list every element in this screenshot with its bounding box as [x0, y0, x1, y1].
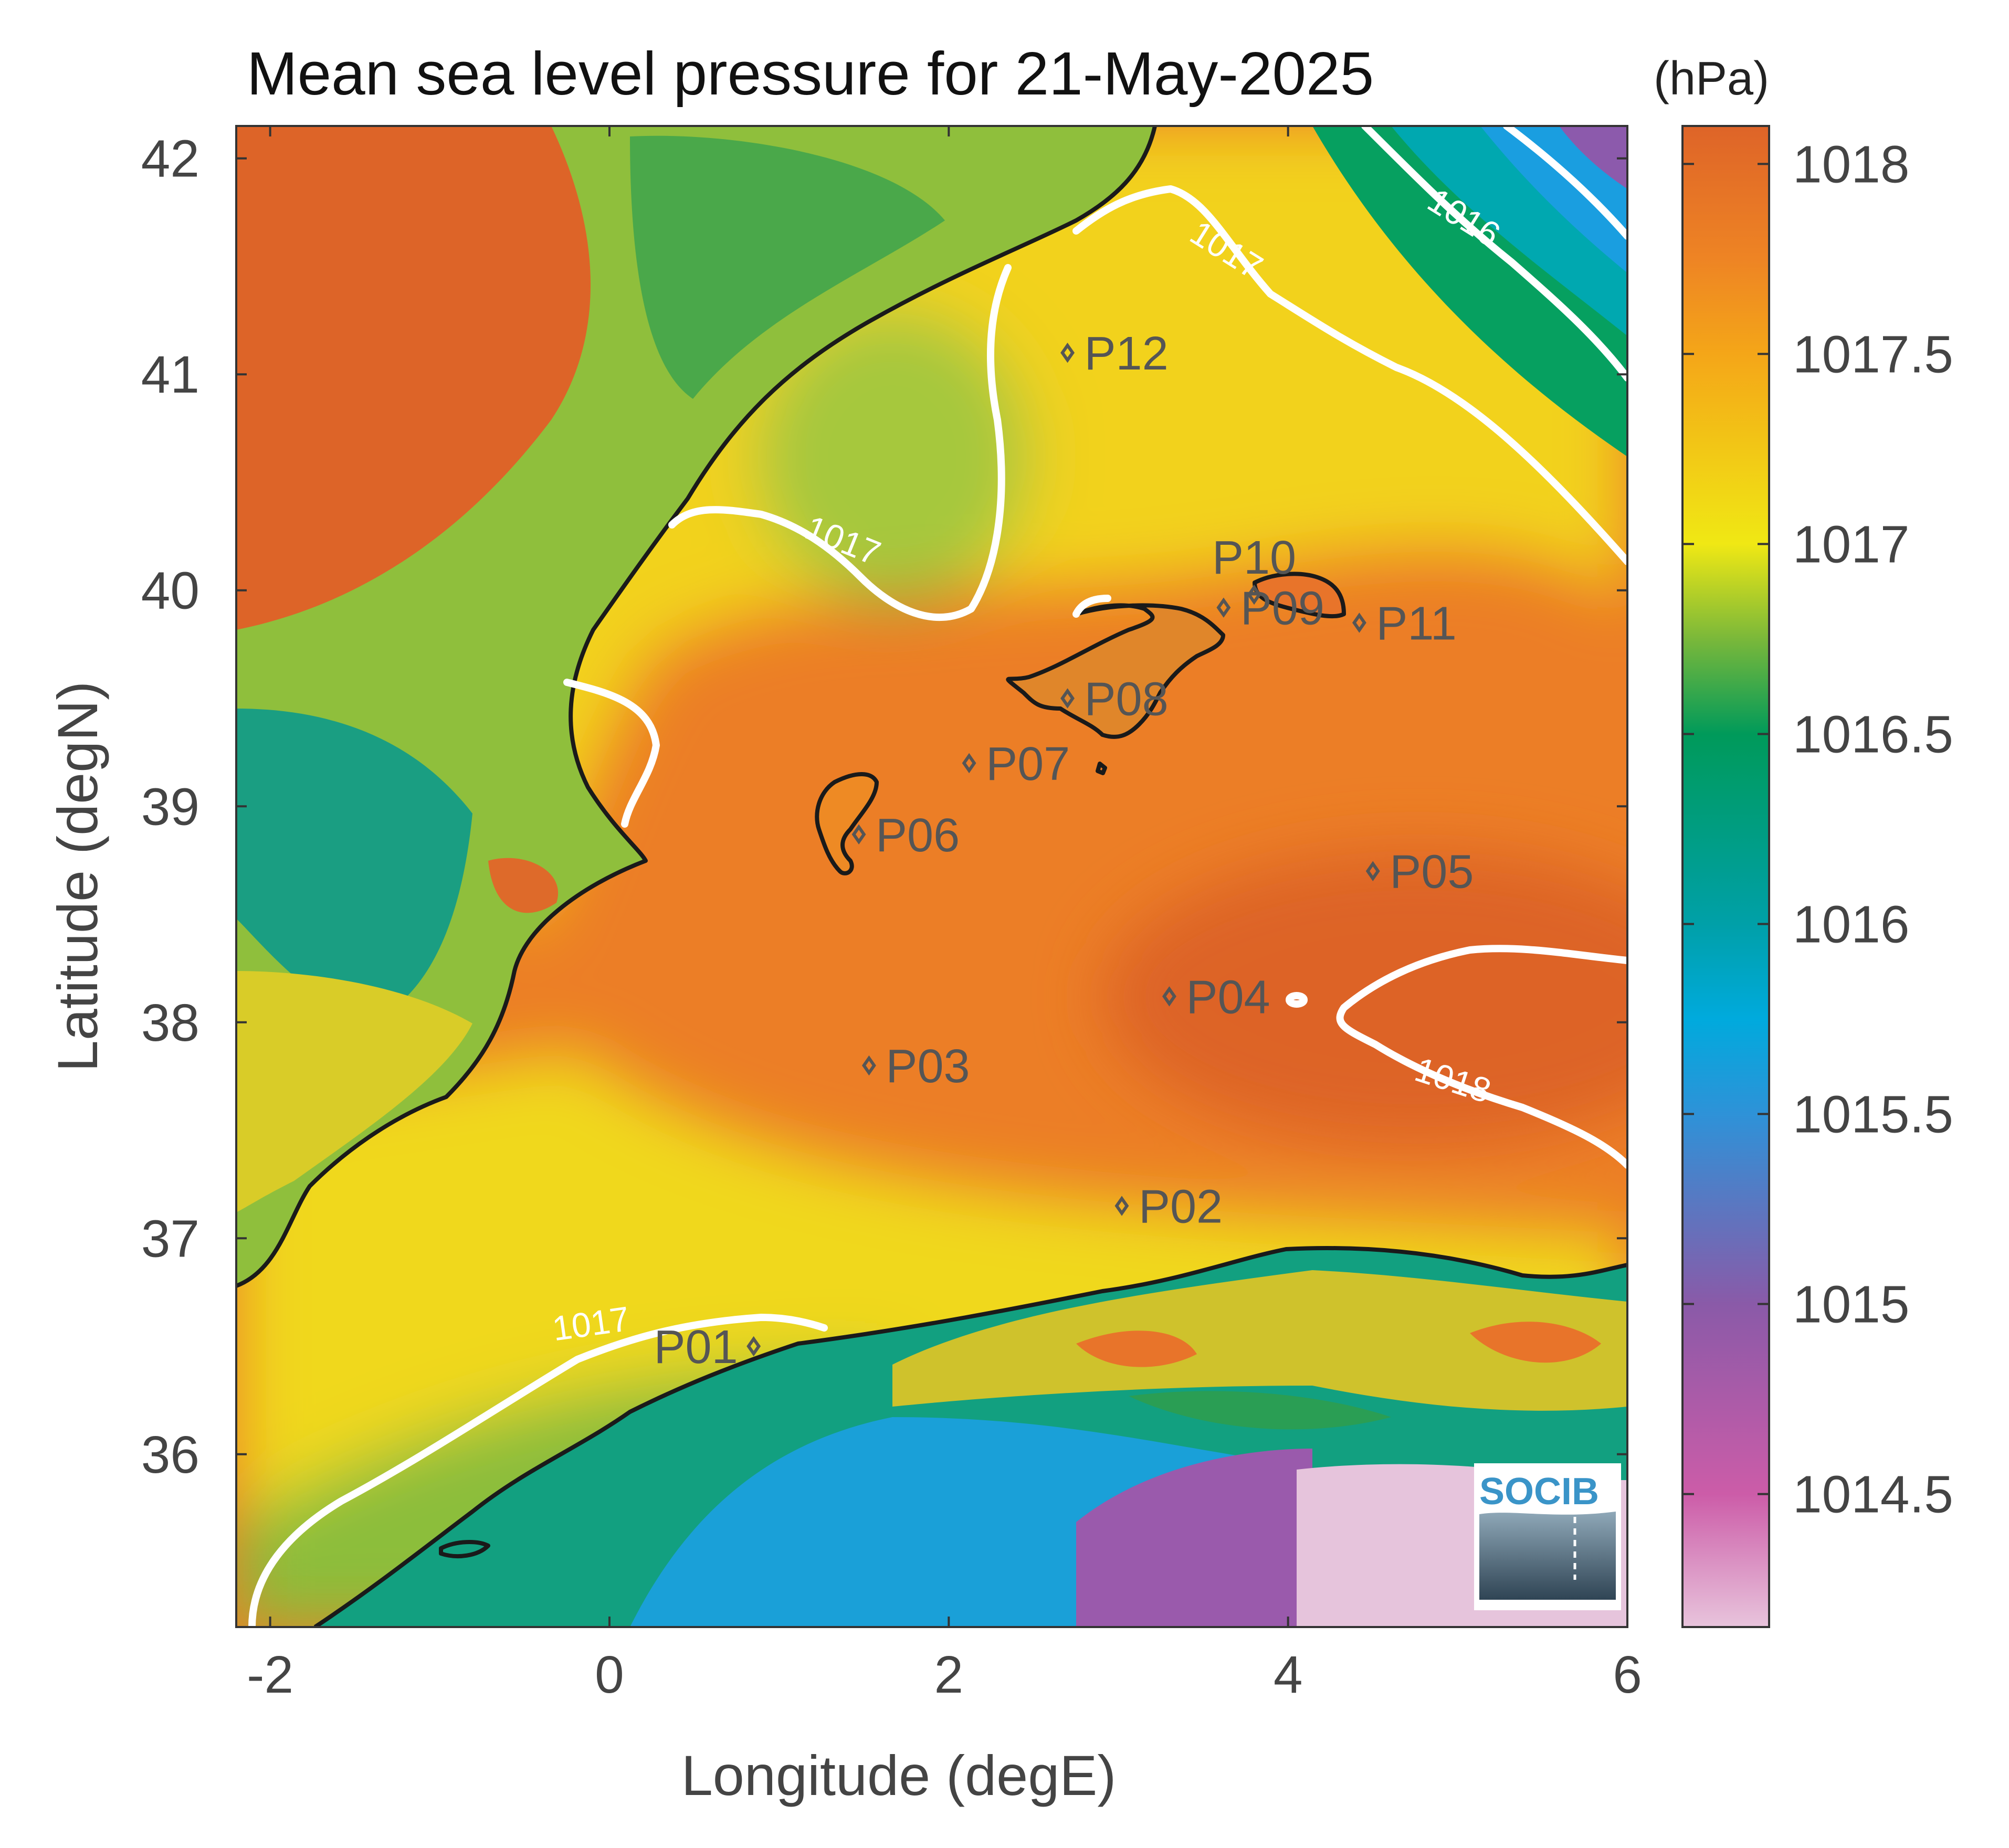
coast-alboran	[439, 1540, 490, 1558]
y-tick-label: 38	[141, 994, 199, 1052]
station-label: P06	[876, 809, 960, 862]
colorbar	[1681, 125, 1770, 1628]
x-tick-label: -2	[247, 1645, 293, 1704]
contour-1017-mallorca	[1072, 595, 1111, 618]
station-label: P04	[1186, 971, 1270, 1023]
coast-mallorca	[1006, 603, 1225, 739]
island-ibiza	[817, 774, 877, 873]
y-tick-label: 37	[141, 1209, 199, 1268]
contour-1018	[1336, 945, 1627, 1169]
station-label: P05	[1390, 846, 1474, 899]
y-tick-label: 41	[141, 345, 199, 404]
land-iberia-coastal	[236, 126, 1155, 1286]
x-axis-label: Longitude (degE)	[681, 1744, 1117, 1807]
land-iberia-yellow	[236, 971, 472, 1212]
colorbar-tick-label: 1017.5	[1793, 325, 1953, 384]
coast-ibiza	[815, 772, 879, 875]
land-iberia-teal	[236, 709, 472, 1023]
colorbar-tick-label: 1014.5	[1793, 1465, 1953, 1524]
x-tick-label: 4	[1274, 1645, 1303, 1704]
station-marker	[1365, 861, 1380, 881]
contour-1017-south	[248, 1314, 828, 1627]
y-tick-label: 36	[141, 1425, 199, 1484]
station-marker	[1060, 342, 1075, 363]
coast-cabrera	[1096, 762, 1107, 775]
field-ne-blue	[1480, 126, 1627, 273]
y-tick-label: 40	[141, 562, 199, 620]
contour-1015-5	[1503, 126, 1627, 240]
coast-africa	[313, 1246, 1627, 1627]
station-marker	[1060, 688, 1075, 709]
station-marker	[1247, 584, 1261, 605]
station-marker	[851, 824, 866, 844]
station-label: P11	[1376, 597, 1456, 650]
colorbar-tick-label: 1015	[1793, 1275, 1909, 1334]
land-africa-purple	[1076, 1449, 1312, 1627]
field-ne-purple	[1559, 126, 1627, 189]
y-axis-label: Latitude (degN)	[46, 681, 109, 1072]
colorbar-units: (hPa)	[1654, 52, 1769, 105]
station-label: P09	[1240, 583, 1324, 635]
colorbar-tick-label: 1018	[1793, 135, 1909, 194]
island-mallorca	[1008, 605, 1223, 737]
contour-1017-valencia	[563, 679, 660, 828]
station-marker	[1352, 613, 1366, 633]
coastlines	[236, 126, 1627, 1627]
station-label: P12	[1085, 328, 1169, 380]
chart-title: Mean sea level pressure for 21-May-2025	[247, 39, 1374, 108]
socib-logo: SOCIB	[1474, 1463, 1621, 1610]
station-label: P08	[1085, 673, 1169, 726]
field-high-east	[1102, 850, 1627, 1144]
x-axis: -2 0 2 4 6	[247, 126, 1642, 1704]
y-axis: 36 37 38 39 40 41 42	[141, 130, 1627, 1484]
station-marker	[746, 1336, 761, 1357]
land-africa-orange	[1076, 1322, 1601, 1367]
field-green-valencia	[756, 310, 1029, 604]
x-tick-label: 2	[934, 1645, 964, 1704]
plot-frame	[235, 125, 1628, 1628]
socib-logo-text: SOCIB	[1479, 1471, 1599, 1513]
colorbar-tick-label: 1016.5	[1793, 705, 1953, 764]
station-label: P10	[1212, 532, 1296, 584]
y-tick-label: 42	[141, 130, 199, 188]
x-tick-label: 0	[595, 1645, 624, 1704]
land-africa-yellow	[892, 1270, 1627, 1411]
contour-1018-spot	[1286, 992, 1308, 1008]
station-label: P03	[886, 1040, 970, 1093]
contour-1016	[1361, 126, 1627, 382]
colorbar-ticks: 1014.5 1015 1015.5 1016 1016.5 1017 1017.5 1018	[1682, 135, 1953, 1524]
contour-1017-gulf	[668, 264, 1012, 621]
station-marker	[1216, 597, 1231, 618]
coast-iberia	[236, 126, 1157, 1288]
colorbar-tick-label: 1015.5	[1793, 1085, 1953, 1144]
y-tick-label: 39	[141, 777, 199, 836]
pressure-contours	[248, 126, 1627, 1627]
station-marker	[962, 753, 976, 774]
x-tick-label: 6	[1613, 1645, 1642, 1704]
contour-1017-ne	[1072, 185, 1627, 565]
station-label: P07	[986, 738, 1070, 790]
land-africa-green	[1129, 1391, 1391, 1430]
socib-logo-wave	[1479, 1512, 1616, 1600]
colorbar-tick-label: 1017	[1793, 515, 1909, 574]
station-marker	[1114, 1196, 1129, 1216]
coast-menorca	[1253, 572, 1346, 619]
station-label: P01	[654, 1321, 738, 1374]
station-label: P02	[1139, 1181, 1223, 1233]
station-marker	[1162, 986, 1176, 1007]
land-iberia-patch	[488, 858, 559, 913]
land-iberia-green	[630, 135, 945, 399]
colorbar-tick-label: 1016	[1793, 895, 1909, 954]
station-marker	[861, 1055, 876, 1076]
island-menorca	[1255, 574, 1344, 617]
